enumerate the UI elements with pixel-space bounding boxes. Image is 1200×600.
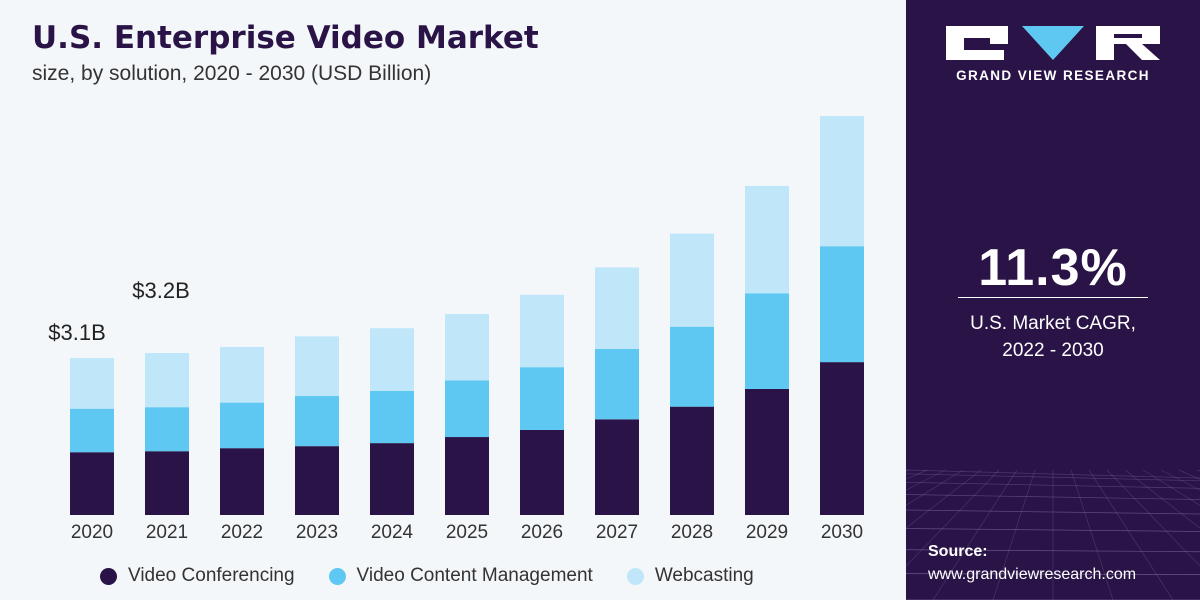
bar-2023-webcasting bbox=[295, 336, 339, 397]
source-title: Source: bbox=[928, 543, 988, 560]
x-tick-label-2027: 2027 bbox=[596, 522, 638, 543]
x-tick-label-2030: 2030 bbox=[821, 522, 863, 543]
bar-2021-video-content-management bbox=[145, 407, 189, 452]
side-panel: GRAND VIEW RESEARCH 11.3% U.S. Market CA… bbox=[906, 0, 1200, 600]
data-label-2020: $3.1B bbox=[48, 320, 106, 345]
legend-swatch-webcasting bbox=[626, 567, 644, 585]
bar-2030-video-conferencing bbox=[820, 362, 864, 515]
gvr-logo-icon bbox=[946, 26, 1160, 60]
bar-2022-video-content-management bbox=[220, 402, 264, 449]
bar-2024-video-content-management bbox=[370, 390, 414, 444]
bar-2022-webcasting bbox=[220, 346, 264, 403]
bar-2023-video-content-management bbox=[295, 396, 339, 447]
bar-2024-webcasting bbox=[370, 328, 414, 391]
legend-label-video-content-management: Video Content Management bbox=[356, 565, 593, 586]
data-label-2021: $3.2B bbox=[132, 278, 190, 303]
bar-2030-video-content-management bbox=[820, 246, 864, 363]
legend-item-video-content-management: Video Content Management bbox=[328, 565, 593, 587]
x-tick-label-2028: 2028 bbox=[671, 522, 713, 543]
x-tick-label-2023: 2023 bbox=[296, 522, 338, 543]
bar-2026-webcasting bbox=[520, 294, 564, 368]
chart-legend: Video Conferencing Video Content Managem… bbox=[100, 560, 754, 592]
chart-subtitle: size, by solution, 2020 - 2030 (USD Bill… bbox=[32, 62, 432, 85]
stacked-bar-chart: 2020 2021 2022 2023 2024 2025 2026 2027 2028 2029… bbox=[48, 116, 864, 543]
bar-2025-video-conferencing bbox=[445, 437, 489, 515]
chart-title: U.S. Enterprise Video Market bbox=[32, 20, 539, 56]
x-tick-label-2026: 2026 bbox=[521, 522, 563, 543]
bar-2029-webcasting bbox=[745, 185, 789, 294]
x-tick-label-2020: 2020 bbox=[71, 522, 113, 543]
x-tick-label-2029: 2029 bbox=[746, 522, 788, 543]
x-tick-label-2022: 2022 bbox=[221, 522, 263, 543]
cagr-divider bbox=[958, 297, 1148, 298]
bar-2027-video-content-management bbox=[595, 348, 639, 420]
bar-2030-webcasting bbox=[820, 116, 864, 247]
cagr-label: U.S. Market CAGR, 2022 - 2030 bbox=[906, 310, 1200, 364]
legend-swatch-video-content-management bbox=[328, 567, 346, 585]
perspective-grid-decoration bbox=[906, 469, 1200, 600]
legend-item-video-conferencing: Video Conferencing bbox=[100, 565, 295, 587]
bar-2021-video-conferencing bbox=[145, 451, 189, 515]
brand-name: GRAND VIEW RESEARCH bbox=[956, 68, 1150, 83]
cagr-label-line1: U.S. Market CAGR, bbox=[970, 313, 1136, 334]
bar-2021-webcasting bbox=[145, 353, 189, 408]
bar-2029-video-conferencing bbox=[745, 388, 789, 515]
legend-swatch-video-conferencing bbox=[100, 567, 117, 585]
bar-2028-video-content-management bbox=[670, 326, 714, 407]
bar-2029-video-content-management bbox=[745, 293, 789, 389]
bar-2026-video-conferencing bbox=[520, 429, 564, 515]
x-tick-label-2025: 2025 bbox=[446, 522, 488, 543]
bar-2027-webcasting bbox=[595, 267, 639, 349]
bar-2020-video-conferencing bbox=[70, 452, 114, 515]
x-tick-label-2024: 2024 bbox=[371, 522, 414, 543]
legend-label-webcasting: Webcasting bbox=[654, 565, 754, 586]
bar-2020-webcasting bbox=[70, 358, 114, 409]
source-url[interactable]: www.grandviewresearch.com bbox=[928, 566, 1137, 583]
legend-label-video-conferencing: Video Conferencing bbox=[128, 565, 295, 586]
chart-area: U.S. Enterprise Video Market size, by so… bbox=[0, 0, 906, 600]
bar-2020-video-content-management bbox=[70, 408, 114, 453]
bar-2023-video-conferencing bbox=[295, 446, 339, 515]
legend-item-webcasting: Webcasting bbox=[626, 565, 754, 587]
bar-2027-video-conferencing bbox=[595, 419, 639, 515]
bar-2025-webcasting bbox=[445, 314, 489, 381]
bar-2028-video-conferencing bbox=[670, 406, 714, 515]
x-tick-label-2021: 2021 bbox=[146, 522, 188, 543]
cagr-label-line2: 2022 - 2030 bbox=[1002, 340, 1104, 361]
bar-2025-video-content-management bbox=[445, 380, 489, 438]
bar-2026-video-content-management bbox=[520, 367, 564, 430]
bar-2024-video-conferencing bbox=[370, 443, 414, 515]
bar-2028-webcasting bbox=[670, 233, 714, 327]
bar-2022-video-conferencing bbox=[220, 448, 264, 515]
cagr-value: 11.3% bbox=[978, 239, 1128, 297]
